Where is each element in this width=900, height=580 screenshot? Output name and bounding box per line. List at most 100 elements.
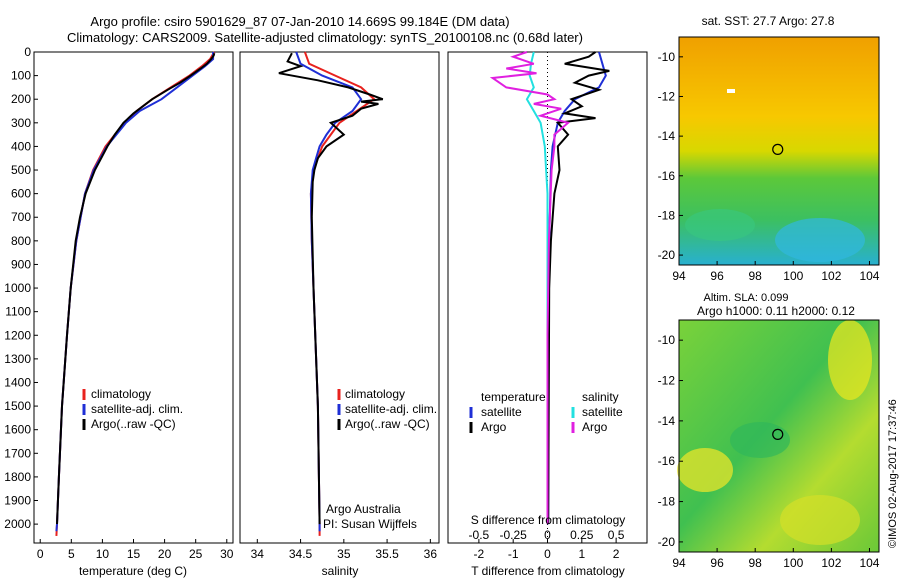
map-y-tick-label: -12 [658, 374, 676, 388]
float-position-marker [772, 428, 784, 440]
map-x-tick-label: 102 [821, 556, 841, 570]
sst-green-patch [685, 209, 755, 241]
credit-institution: Argo Australia [326, 502, 401, 516]
difference-x-tick-label: 2 [613, 547, 620, 561]
depth-tick-label: 2000 [4, 517, 31, 531]
difference-top-tick-label: 0.5 [608, 528, 625, 542]
series-s-satellite [525, 51, 549, 525]
depth-tick-label: 400 [11, 139, 31, 153]
temperature-x-tick-label: 10 [96, 547, 110, 561]
depth-tick-label: 500 [11, 163, 31, 177]
temperature-frame [33, 51, 234, 544]
temperature-x-label: temperature (deg C) [79, 564, 187, 578]
depth-tick-label: 300 [11, 116, 31, 130]
difference-top-tick-label: 0 [544, 528, 551, 542]
series-argo [56, 52, 216, 525]
map-y-tick-label: -12 [658, 89, 676, 103]
temperature-x-tick-label: 25 [189, 547, 203, 561]
salinity-x-tick-label: 36 [424, 547, 438, 561]
series-satellite-adj-clim- [55, 52, 215, 532]
map-x-tick-label: 98 [749, 269, 763, 283]
map-x-tick-label: 98 [749, 556, 763, 570]
map-y-tick-label: -14 [658, 129, 676, 143]
depth-tick-label: 1900 [4, 494, 31, 508]
salinity-x-tick-label: 34.5 [289, 547, 313, 561]
temperature-x-tick-label: 30 [220, 547, 234, 561]
difference-legend-s-label: satellite [582, 405, 623, 419]
salinity-x-tick-label: 35.5 [375, 547, 399, 561]
sla-low-patch [730, 422, 790, 458]
map-y-tick-label: -16 [658, 454, 676, 468]
difference-legend-t-header: temperature [481, 390, 546, 404]
difference-x-tick-label: 0 [544, 547, 551, 561]
depth-tick-label: 1600 [4, 423, 31, 437]
credit-pi: PI: Susan Wijffels [323, 517, 417, 531]
depth-tick-label: 600 [11, 187, 31, 201]
sla-high-patch-3 [780, 495, 860, 545]
map-y-tick-label: -18 [658, 495, 676, 509]
sla-map-title: Altim. SLA: 0.099 [704, 292, 789, 304]
series-satellite-adj-clim- [295, 51, 363, 532]
difference-legend-s-label: Argo [582, 420, 608, 434]
depth-tick-label: 1000 [4, 281, 31, 295]
difference-top-tick-label: -0.5 [469, 528, 490, 542]
figure-subtitle: Climatology: CARS2009. Satellite-adjuste… [67, 30, 583, 45]
map-x-tick-label: 96 [710, 556, 724, 570]
depth-tick-label: 0 [24, 45, 31, 59]
salinity-legend-label: satellite-adj. clim. [345, 402, 437, 416]
sla-map-axes: 94 96 98 100 102 104 -10 -12 -14 -16 -18 -20 [658, 319, 880, 570]
difference-legend-t-label: satellite [481, 405, 522, 419]
map-x-tick-label: 96 [710, 269, 724, 283]
temperature-legend-label: climatology [91, 387, 151, 401]
temperature-x-tick-label: 20 [158, 547, 172, 561]
map-x-tick-label: 100 [783, 556, 803, 570]
difference-legend-s-header: salinity [582, 390, 619, 404]
temperature-legend-label: satellite-adj. clim. [91, 402, 183, 416]
depth-tick-label: 1200 [4, 328, 31, 342]
map-y-tick-label: -14 [658, 414, 676, 428]
difference-legend-t-label: Argo [481, 420, 507, 434]
difference-x-label: T difference from climatology [471, 564, 625, 578]
sst-map-title: sat. SST: 27.7 Argo: 27.8 [702, 14, 835, 28]
temperature-legend-label: Argo(..raw -QC) [91, 417, 176, 431]
map-y-tick-label: -18 [658, 208, 676, 222]
difference-x-tick-label: -2 [474, 547, 485, 561]
temperature-panel: 0 100 200 300 400 500 600 700 800 900 1000 1100 1200… [4, 45, 233, 578]
salinity-panel: 34 34.5 35 35.5 36 salinity climatologysatelli… [239, 51, 440, 578]
difference-top-tick-label: 0.25 [570, 528, 594, 542]
sla-high-patch-1 [828, 320, 872, 400]
map-x-tick-label: 94 [672, 556, 686, 570]
salinity-x-label: salinity [322, 564, 359, 578]
series-climatology [55, 51, 216, 536]
depth-tick-label: 1100 [5, 305, 31, 319]
sla-map-panel: Altim. SLA: 0.099 Argo h1000: 0.11 h2000… [658, 292, 880, 570]
depth-tick-label: 1300 [4, 352, 31, 366]
map-y-tick-label: -20 [658, 535, 676, 549]
depth-tick-label: 800 [11, 234, 31, 248]
depth-tick-label: 100 [11, 69, 31, 83]
sst-map-axes: 94 96 98 100 102 104 -10 -12 -14 -16 -18 -20 [658, 36, 880, 283]
sst-gap-marker [727, 89, 735, 93]
temperature-x-tick-label: 15 [127, 547, 141, 561]
map-y-tick-label: -16 [658, 169, 676, 183]
series-s-argo [489, 51, 571, 525]
map-y-tick-label: -10 [658, 333, 676, 347]
figure-title: Argo profile: csiro 5901629_87 07-Jan-20… [90, 14, 509, 29]
series-climatology [303, 51, 376, 536]
salinity-x-tick-label: 34 [251, 547, 265, 561]
difference-panel: S difference from climatology-0.5 -0.25 0 0… [447, 51, 648, 578]
map-y-tick-label: -10 [658, 50, 676, 64]
depth-tick-label: 1700 [4, 446, 31, 460]
map-y-tick-label: -20 [658, 248, 676, 262]
depth-tick-label: 1500 [4, 399, 31, 413]
salinity-frame [239, 51, 440, 544]
temperature-x-tick-label: 5 [68, 547, 75, 561]
depth-tick-label: 900 [11, 257, 31, 271]
float-position-marker [772, 143, 784, 155]
map-x-tick-label: 104 [859, 269, 879, 283]
difference-top-label: S difference from climatology [471, 513, 626, 527]
series-argo [278, 52, 384, 525]
depth-tick-label: 200 [11, 92, 31, 106]
depth-tick-label: 700 [11, 210, 31, 224]
